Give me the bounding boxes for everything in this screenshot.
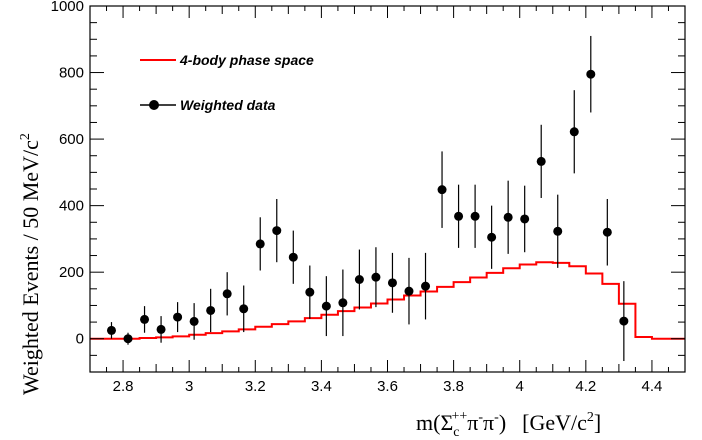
x-axis-title-sup3: - — [494, 410, 499, 425]
data-point — [321, 301, 331, 311]
data-point — [123, 334, 133, 344]
x-axis-title-unit-sup: 2 — [587, 410, 594, 425]
y-tick-label: 1000 — [51, 0, 84, 15]
data-point — [371, 272, 381, 282]
data-point — [437, 185, 447, 195]
y-axis-title-sup: 2 — [18, 133, 33, 140]
data-point — [586, 69, 596, 79]
data-point — [470, 211, 480, 221]
x-axis-title-main: m(Σ — [416, 410, 453, 435]
legend-label-data: Weighted data — [180, 97, 276, 113]
y-tick-label: 800 — [59, 65, 84, 82]
data-point — [536, 156, 546, 166]
x-tick-label: 3.6 — [377, 378, 398, 395]
x-tick-label: 4.4 — [642, 378, 663, 395]
data-point — [106, 325, 116, 335]
data-point — [206, 305, 216, 315]
x-axis-title-sub: c — [453, 425, 459, 440]
data-point — [454, 211, 464, 221]
data-point — [387, 278, 397, 288]
y-tick-label: 600 — [59, 131, 84, 148]
data-point — [487, 232, 497, 242]
x-tick-label: 3 — [185, 378, 193, 395]
data-point — [503, 212, 513, 222]
axis-ticks: 2.8 3 3.2 3.4 3.6 3.8 4 4.2 4.4 0 200 400 600 800 1000 — [51, 0, 686, 395]
data-point — [255, 239, 265, 249]
x-tick-label: 3.4 — [311, 378, 332, 395]
data-point — [619, 316, 629, 326]
y-tick-label: 400 — [59, 198, 84, 215]
x-tick-label: 4.2 — [575, 378, 596, 395]
data-point — [553, 226, 563, 236]
data-point — [404, 286, 414, 296]
x-tick-label: 3.2 — [245, 378, 266, 395]
y-axis-title-main: Weighted Events / 50 MeV/c — [18, 140, 43, 395]
data-point — [140, 314, 150, 324]
y-axis-title: Weighted Events / 50 MeV/c2 — [18, 133, 43, 395]
plot-area — [90, 35, 685, 362]
y-tick-label: 200 — [59, 264, 84, 281]
data-point — [338, 298, 348, 308]
data-point — [305, 287, 315, 297]
data-point — [354, 275, 364, 285]
y-tick-label: 0 — [76, 331, 84, 348]
data-point — [156, 324, 166, 334]
data-point — [222, 289, 232, 299]
x-tick-label: 3.8 — [443, 378, 464, 395]
legend-label-phase-space: 4-body phase space — [179, 52, 314, 68]
x-axis-title-sup2: - — [478, 410, 483, 425]
series-phase-space-histogram — [90, 261, 685, 340]
data-point — [520, 214, 530, 224]
x-axis-title-unit-close: ] — [594, 410, 601, 435]
legend-marker-data — [149, 100, 159, 110]
data-point — [421, 281, 431, 291]
data-point — [173, 312, 183, 322]
legend: 4-body phase space Weighted data — [140, 52, 314, 113]
x-tick-label: 2.8 — [113, 378, 134, 395]
x-axis-title-unit: [GeV/c — [522, 410, 587, 435]
x-axis-title-pi1: π — [467, 410, 478, 435]
data-point — [189, 316, 199, 326]
data-point — [602, 227, 612, 237]
data-point — [272, 226, 282, 236]
x-axis-title-sup: ++ — [451, 409, 467, 424]
data-point — [288, 252, 298, 262]
x-axis-title-close: ) — [499, 410, 506, 435]
data-point — [569, 127, 579, 137]
x-axis-title-pi2: π — [483, 410, 494, 435]
data-point — [239, 304, 249, 314]
x-axis-title: m(Σc++π-π-) [GeV/c2] — [416, 409, 601, 440]
x-tick-label: 4 — [516, 378, 524, 395]
